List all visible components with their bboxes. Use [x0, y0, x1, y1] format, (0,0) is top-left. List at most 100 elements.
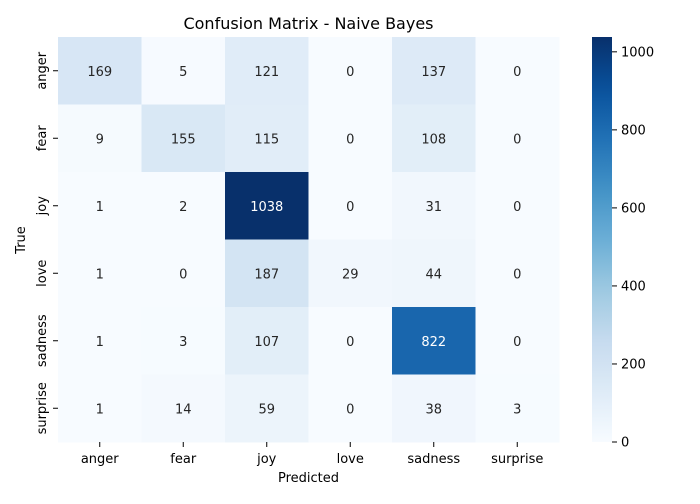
heatmap-cell-0-1 [141, 37, 226, 105]
cell-value-label-2-0: 1 [96, 200, 104, 215]
cell-value-label-4-1: 3 [179, 335, 187, 350]
y-tick-label-5: surprise [35, 382, 50, 434]
y-tick-label-1: fear [35, 125, 50, 152]
cell-value-label-1-3: 0 [346, 132, 354, 147]
cell-value-label-1-0: 9 [96, 132, 104, 147]
heatmap-cell-3-3 [308, 239, 393, 308]
heatmap-cell-1-1 [141, 104, 226, 173]
heatmap-cell-2-0 [58, 172, 142, 240]
heatmap-cell-2-3 [308, 172, 393, 240]
cell-value-label-4-5: 0 [513, 335, 521, 350]
cell-value-label-5-1: 14 [175, 402, 192, 417]
y-tick-label-2: joy [35, 196, 50, 217]
cell-value-label-5-2: 59 [258, 402, 275, 417]
x-tick-label-3: love [337, 452, 364, 467]
heatmap-cell-labels: 169 5 121 0 137 09 155 115 0 108 01 2 1038 0 31 01 0 187 2… [87, 65, 521, 418]
y-tick-label-3: love [35, 260, 50, 287]
colorbar-tick-label-2: 400 [621, 279, 646, 294]
heatmap-cell-1-3 [308, 104, 393, 173]
heatmap-cell-1-2 [225, 104, 309, 173]
heatmap-cell-4-0 [58, 307, 142, 375]
heatmap-cell-3-0 [58, 239, 142, 308]
cell-value-label-2-2: 1038 [250, 200, 283, 215]
heatmap-cell-0-5 [475, 37, 560, 105]
y-axis-label: True [14, 226, 29, 255]
heatmap-cell-1-4 [392, 104, 476, 173]
x-tick-label-5: surprise [491, 452, 543, 467]
heatmap-cell-4-2 [225, 307, 309, 375]
cell-value-label-5-3: 0 [346, 402, 354, 417]
x-tick-label-1: fear [170, 452, 197, 467]
heatmap-cell-3-5 [475, 239, 560, 308]
x-axis-ticks: anger fear joy love sadness surprise [81, 442, 543, 467]
heatmap-cell-2-5 [475, 172, 560, 240]
cell-value-label-3-5: 0 [513, 267, 521, 282]
cell-value-label-3-3: 29 [342, 267, 359, 282]
cell-value-label-0-1: 5 [179, 65, 187, 80]
cell-value-label-2-4: 31 [425, 200, 442, 215]
x-axis-label: Predicted [278, 471, 339, 486]
cell-value-label-4-4: 822 [421, 335, 446, 350]
x-tick-label-4: sadness [407, 452, 460, 467]
heatmap-cell-2-1 [141, 172, 226, 240]
colorbar-tick-label-5: 1000 [621, 45, 654, 60]
cell-value-label-5-4: 38 [425, 402, 442, 417]
heatmap-cell-1-5 [475, 104, 560, 173]
heatmap-cell-5-4 [392, 374, 476, 443]
cell-value-label-0-5: 0 [513, 65, 521, 80]
colorbar-tick-label-4: 800 [621, 123, 646, 138]
heatmap-cell-4-3 [308, 307, 393, 375]
cell-value-label-3-1: 0 [179, 267, 187, 282]
heatmap-cell-3-2 [225, 239, 309, 308]
heatmap-cell-2-2 [225, 172, 309, 240]
cell-value-label-4-2: 107 [254, 335, 279, 350]
heatmap-cells [58, 37, 560, 443]
colorbar-tick-label-3: 600 [621, 201, 646, 216]
heatmap-cell-0-2 [225, 37, 309, 105]
cell-value-label-0-0: 169 [87, 65, 112, 80]
cell-value-label-5-5: 3 [513, 402, 521, 417]
cell-value-label-4-3: 0 [346, 335, 354, 350]
cell-value-label-0-2: 121 [254, 65, 279, 80]
cell-value-label-0-4: 137 [421, 65, 446, 80]
colorbar-gradient [592, 37, 612, 442]
colorbar-tick-label-0: 0 [621, 436, 629, 451]
cell-value-label-1-4: 108 [421, 132, 446, 147]
cell-value-label-3-4: 44 [425, 267, 442, 282]
cell-value-label-3-0: 1 [96, 267, 104, 282]
cell-value-label-2-3: 0 [346, 200, 354, 215]
heatmap-cell-5-2 [225, 374, 309, 443]
x-tick-label-0: anger [81, 452, 119, 467]
y-tick-label-4: sadness [35, 314, 50, 367]
cell-value-label-5-0: 1 [96, 402, 104, 417]
cell-value-label-4-0: 1 [96, 335, 104, 350]
heatmap-cell-4-4 [392, 307, 476, 375]
heatmap-cell-0-3 [308, 37, 393, 105]
heatmap-cell-2-4 [392, 172, 476, 240]
y-tick-label-0: anger [35, 51, 50, 89]
cell-value-label-1-5: 0 [513, 132, 521, 147]
cell-value-label-2-5: 0 [513, 200, 521, 215]
heatmap-cell-1-0 [58, 104, 142, 173]
heatmap-cell-4-5 [475, 307, 560, 375]
cell-value-label-1-2: 115 [254, 132, 279, 147]
colorbar-tick-label-1: 200 [621, 357, 646, 372]
heatmap-cell-5-1 [141, 374, 226, 443]
cell-value-label-1-1: 155 [171, 132, 196, 147]
x-tick-label-2: joy [256, 452, 277, 467]
cell-value-label-2-1: 2 [179, 200, 187, 215]
cell-value-label-0-3: 0 [346, 65, 354, 80]
heatmap-cell-5-5 [475, 374, 560, 443]
heatmap-cell-4-1 [141, 307, 226, 375]
heatmap-cell-3-1 [141, 239, 226, 308]
heatmap-cell-0-4 [392, 37, 476, 105]
heatmap-cell-3-4 [392, 239, 476, 308]
chart-title: Confusion Matrix - Naive Bayes [183, 14, 433, 33]
heatmap-cell-0-0 [58, 37, 142, 105]
cell-value-label-3-2: 187 [254, 267, 279, 282]
heatmap-cell-5-3 [308, 374, 393, 443]
colorbar: 0 200 400 600 800 1000 [592, 37, 654, 451]
y-axis-ticks: anger fear joy love sadness surprise [35, 51, 58, 434]
